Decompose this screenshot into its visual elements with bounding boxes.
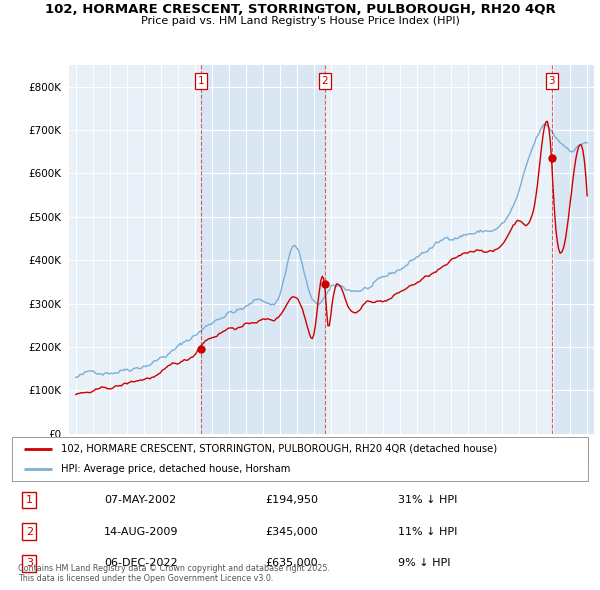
Text: 9% ↓ HPI: 9% ↓ HPI: [398, 558, 451, 568]
Text: HPI: Average price, detached house, Horsham: HPI: Average price, detached house, Hors…: [61, 464, 290, 474]
Text: 102, HORMARE CRESCENT, STORRINGTON, PULBOROUGH, RH20 4QR (detached house): 102, HORMARE CRESCENT, STORRINGTON, PULB…: [61, 444, 497, 454]
Bar: [201, 65, 325, 434]
Text: 07-MAY-2002: 07-MAY-2002: [104, 495, 176, 505]
Text: 2: 2: [322, 76, 328, 86]
Text: £345,000: £345,000: [265, 527, 318, 536]
Text: £635,000: £635,000: [265, 558, 318, 568]
Text: 3: 3: [26, 558, 33, 568]
Bar: [552, 65, 594, 434]
Text: 1: 1: [26, 495, 33, 505]
Text: 102, HORMARE CRESCENT, STORRINGTON, PULBOROUGH, RH20 4QR: 102, HORMARE CRESCENT, STORRINGTON, PULB…: [44, 3, 556, 16]
Text: 31% ↓ HPI: 31% ↓ HPI: [398, 495, 457, 505]
Text: Contains HM Land Registry data © Crown copyright and database right 2025.
This d: Contains HM Land Registry data © Crown c…: [18, 563, 330, 583]
Text: 2: 2: [26, 527, 33, 536]
Text: 3: 3: [548, 76, 555, 86]
Text: 11% ↓ HPI: 11% ↓ HPI: [398, 527, 457, 536]
Text: 1: 1: [198, 76, 205, 86]
Text: £194,950: £194,950: [265, 495, 319, 505]
Text: 14-AUG-2009: 14-AUG-2009: [104, 527, 179, 536]
Text: 06-DEC-2022: 06-DEC-2022: [104, 558, 178, 568]
Text: Price paid vs. HM Land Registry's House Price Index (HPI): Price paid vs. HM Land Registry's House …: [140, 16, 460, 26]
